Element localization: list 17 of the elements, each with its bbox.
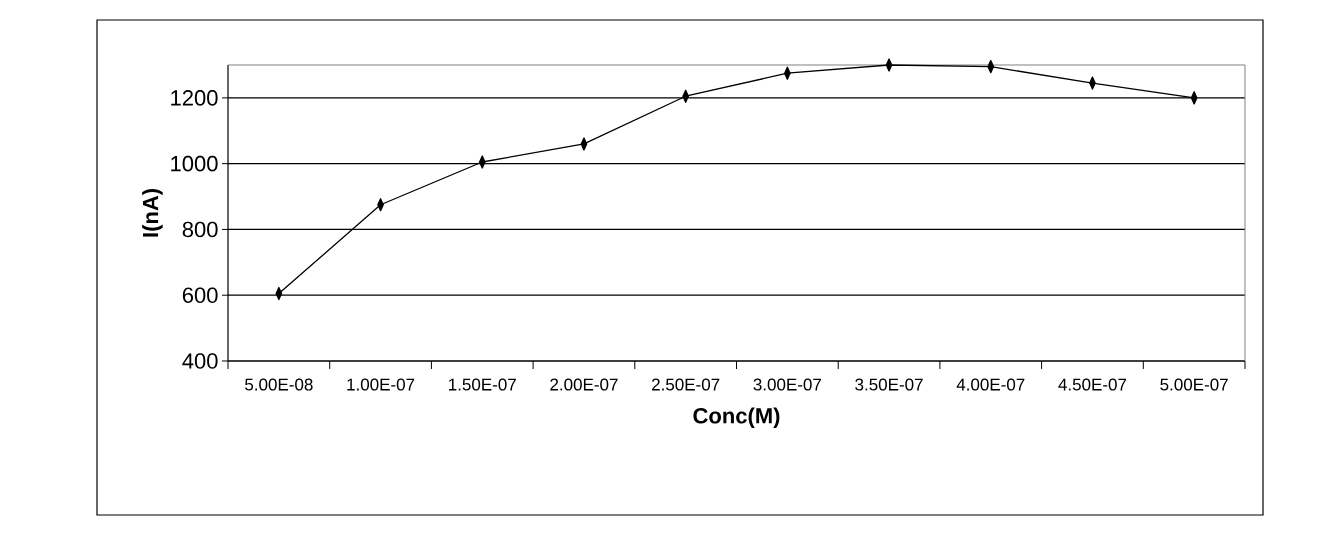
x-tick-label: 3.00E-07 [753,378,821,391]
x-tick-label: 3.50E-07 [855,378,923,391]
x-tick-label: 4.00E-07 [956,378,1025,391]
y-tick-label: 800 [182,221,218,238]
y-axis-title: I(nA) [142,189,163,237]
y-tick-label: 400 [182,353,218,369]
x-tick-label: 1.00E-07 [347,378,415,391]
x-axis-title: Conc(M) [693,407,780,428]
y-tick-label: 1200 [171,90,218,106]
x-tick-label: 5.00E-07 [1160,378,1228,391]
y-tick-label: 600 [182,287,218,303]
x-tick-label: 1.50E-07 [449,378,516,391]
y-tick-label: 1000 [171,155,218,172]
x-tick-label: 5.00E-08 [245,378,313,391]
x-tick-label: 2.50E-07 [652,378,720,391]
x-tick-label: 2.00E-07 [550,378,618,391]
x-tick-label: 4.50E-07 [1058,378,1127,391]
